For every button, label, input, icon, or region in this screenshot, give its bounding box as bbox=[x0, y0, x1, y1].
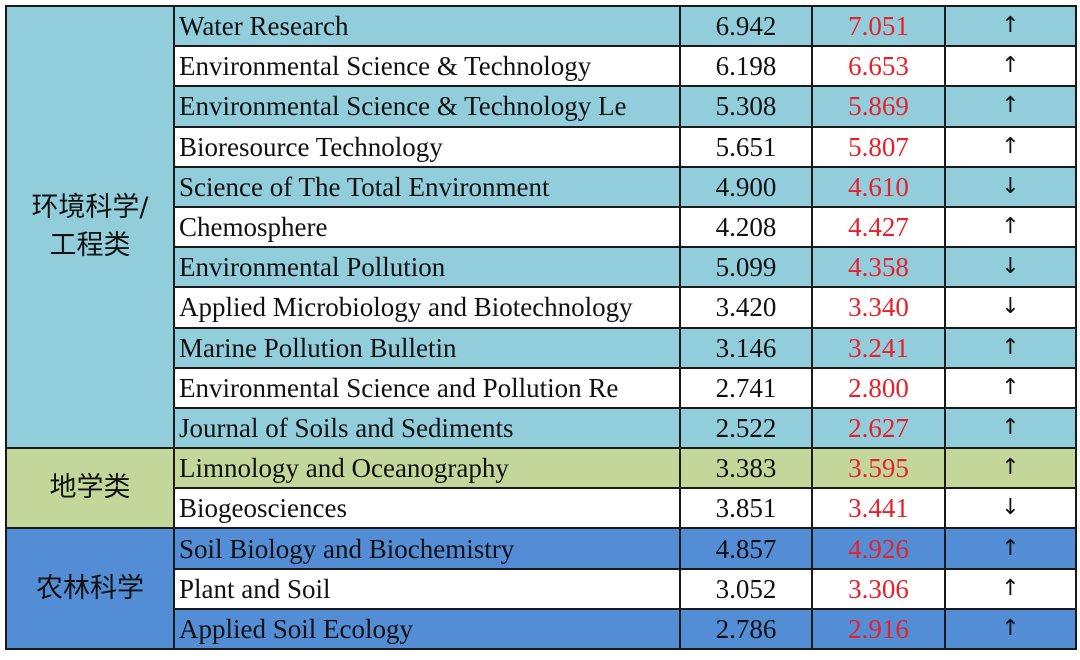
category-cell: 农林科学 bbox=[5, 527, 175, 650]
new-impact-factor-cell: 3.340 bbox=[811, 286, 946, 329]
trend-arrow-icon: ↑ bbox=[944, 527, 1077, 570]
trend-arrow-icon: ↓ bbox=[944, 165, 1077, 208]
new-impact-factor-cell: 4.926 bbox=[811, 527, 946, 570]
old-impact-factor-cell: 4.208 bbox=[679, 205, 813, 249]
old-impact-factor-cell: 5.308 bbox=[679, 85, 813, 128]
trend-arrow-icon: ↑ bbox=[944, 45, 1077, 88]
table-row: Environmental Science & Technology 6.198 6… bbox=[6, 45, 1077, 88]
journal-name-cell: Environmental Science & Technology Le bbox=[173, 85, 681, 128]
journal-name-cell: Biogeosciences bbox=[173, 487, 681, 530]
new-impact-factor-cell: 3.241 bbox=[811, 326, 946, 369]
table-row: Plant and Soil 3.052 3.306 ↑ bbox=[6, 567, 1077, 610]
table-row: Marine Pollution Bulletin 3.146 3.241 ↑ bbox=[6, 326, 1077, 369]
trend-arrow-icon: ↑ bbox=[944, 205, 1077, 249]
journal-name-cell: Limnology and Oceanography bbox=[173, 447, 681, 490]
trend-arrow-icon: ↑ bbox=[944, 326, 1077, 369]
journal-name-cell: Environmental Science & Technology bbox=[173, 45, 681, 88]
journal-name-cell: Applied Soil Ecology bbox=[173, 607, 681, 651]
new-impact-factor-cell: 5.807 bbox=[811, 125, 946, 168]
table-row: Chemosphere 4.208 4.427 ↑ bbox=[6, 205, 1077, 249]
old-impact-factor-cell: 3.146 bbox=[679, 326, 813, 369]
new-impact-factor-cell: 4.427 bbox=[811, 205, 946, 249]
old-impact-factor-cell: 5.651 bbox=[679, 125, 813, 168]
new-impact-factor-cell: 3.306 bbox=[811, 567, 946, 610]
table-row: 农林科学 Soil Biology and Biochemistry 4.857 4.… bbox=[5, 527, 1077, 650]
new-impact-factor-cell: 4.610 bbox=[811, 165, 946, 208]
category-label: 地学类 bbox=[49, 472, 131, 504]
category-label: 农林科学 bbox=[36, 572, 144, 604]
table-row: Environmental Pollution 5.099 4.358 ↓ bbox=[6, 246, 1077, 289]
category-cell: 环境科学/工程类 bbox=[5, 4, 175, 450]
journal-impact-table-container: 环境科学/工程类 Water Research 6.942 7.051 ↑ Environ… bbox=[5, 4, 1077, 651]
old-impact-factor-cell: 3.052 bbox=[679, 567, 813, 610]
new-impact-factor-cell: 5.869 bbox=[811, 85, 946, 128]
table-row: Environmental Science and Pollution Re 2.… bbox=[6, 366, 1077, 409]
trend-arrow-icon: ↑ bbox=[944, 567, 1077, 610]
old-impact-factor-cell: 2.522 bbox=[679, 406, 813, 450]
journal-name-cell: Environmental Science and Pollution Re bbox=[173, 366, 681, 409]
journal-name-cell: Chemosphere bbox=[173, 205, 681, 249]
new-impact-factor-cell: 4.358 bbox=[811, 246, 946, 289]
table-row: Applied Microbiology and Biotechnology 3.… bbox=[6, 286, 1077, 329]
journal-name-cell: Soil Biology and Biochemistry bbox=[173, 527, 681, 570]
old-impact-factor-cell: 3.420 bbox=[679, 286, 813, 329]
category-cell: 地学类 bbox=[5, 447, 175, 530]
old-impact-factor-cell: 4.857 bbox=[679, 527, 813, 570]
table-row: Science of The Total Environment 4.900 4.6… bbox=[6, 165, 1077, 208]
table-row: Applied Soil Ecology 2.786 2.916 ↑ bbox=[6, 607, 1077, 651]
trend-arrow-icon: ↑ bbox=[944, 447, 1077, 490]
journal-name-cell: Marine Pollution Bulletin bbox=[173, 326, 681, 369]
table-body: 环境科学/工程类 Water Research 6.942 7.051 ↑ Environ… bbox=[5, 4, 1077, 651]
journal-impact-table: 环境科学/工程类 Water Research 6.942 7.051 ↑ Environ… bbox=[5, 4, 1077, 651]
journal-name-cell: Journal of Soils and Sediments bbox=[173, 406, 681, 450]
trend-arrow-icon: ↑ bbox=[944, 406, 1077, 450]
trend-arrow-icon: ↑ bbox=[944, 4, 1077, 48]
trend-arrow-icon: ↑ bbox=[944, 366, 1077, 409]
old-impact-factor-cell: 2.786 bbox=[679, 607, 813, 651]
journal-name-cell: Water Research bbox=[173, 4, 681, 48]
journal-name-cell: Environmental Pollution bbox=[173, 246, 681, 289]
table-row: Biogeosciences 3.851 3.441 ↓ bbox=[6, 487, 1077, 530]
old-impact-factor-cell: 2.741 bbox=[679, 366, 813, 409]
table-row: 地学类 Limnology and Oceanography 3.383 3.595 ↑ bbox=[5, 447, 1077, 530]
old-impact-factor-cell: 3.851 bbox=[679, 487, 813, 530]
journal-name-cell: Science of The Total Environment bbox=[173, 165, 681, 208]
trend-arrow-icon: ↓ bbox=[944, 246, 1077, 289]
old-impact-factor-cell: 3.383 bbox=[679, 447, 813, 490]
journal-name-cell: Applied Microbiology and Biotechnology bbox=[173, 286, 681, 329]
table-row: 环境科学/工程类 Water Research 6.942 7.051 ↑ bbox=[5, 4, 1077, 450]
trend-arrow-icon: ↓ bbox=[944, 286, 1077, 329]
trend-arrow-icon: ↑ bbox=[944, 85, 1077, 128]
old-impact-factor-cell: 6.942 bbox=[679, 4, 813, 48]
trend-arrow-icon: ↑ bbox=[944, 125, 1077, 168]
trend-arrow-icon: ↓ bbox=[944, 487, 1077, 530]
new-impact-factor-cell: 3.441 bbox=[811, 487, 946, 530]
new-impact-factor-cell: 7.051 bbox=[811, 4, 946, 48]
old-impact-factor-cell: 4.900 bbox=[679, 165, 813, 208]
old-impact-factor-cell: 6.198 bbox=[679, 45, 813, 88]
new-impact-factor-cell: 2.627 bbox=[811, 406, 946, 450]
table-row: Environmental Science & Technology Le 5.3… bbox=[6, 85, 1077, 128]
trend-arrow-icon: ↑ bbox=[944, 607, 1077, 651]
old-impact-factor-cell: 5.099 bbox=[679, 246, 813, 289]
new-impact-factor-cell: 3.595 bbox=[811, 447, 946, 490]
category-label: 环境科学/工程类 bbox=[31, 192, 149, 262]
new-impact-factor-cell: 2.800 bbox=[811, 366, 946, 409]
journal-name-cell: Bioresource Technology bbox=[173, 125, 681, 168]
journal-name-cell: Plant and Soil bbox=[173, 567, 681, 610]
table-row: Bioresource Technology 5.651 5.807 ↑ bbox=[6, 125, 1077, 168]
new-impact-factor-cell: 6.653 bbox=[811, 45, 946, 88]
table-row: Journal of Soils and Sediments 2.522 2.627… bbox=[6, 406, 1077, 450]
new-impact-factor-cell: 2.916 bbox=[811, 607, 946, 651]
